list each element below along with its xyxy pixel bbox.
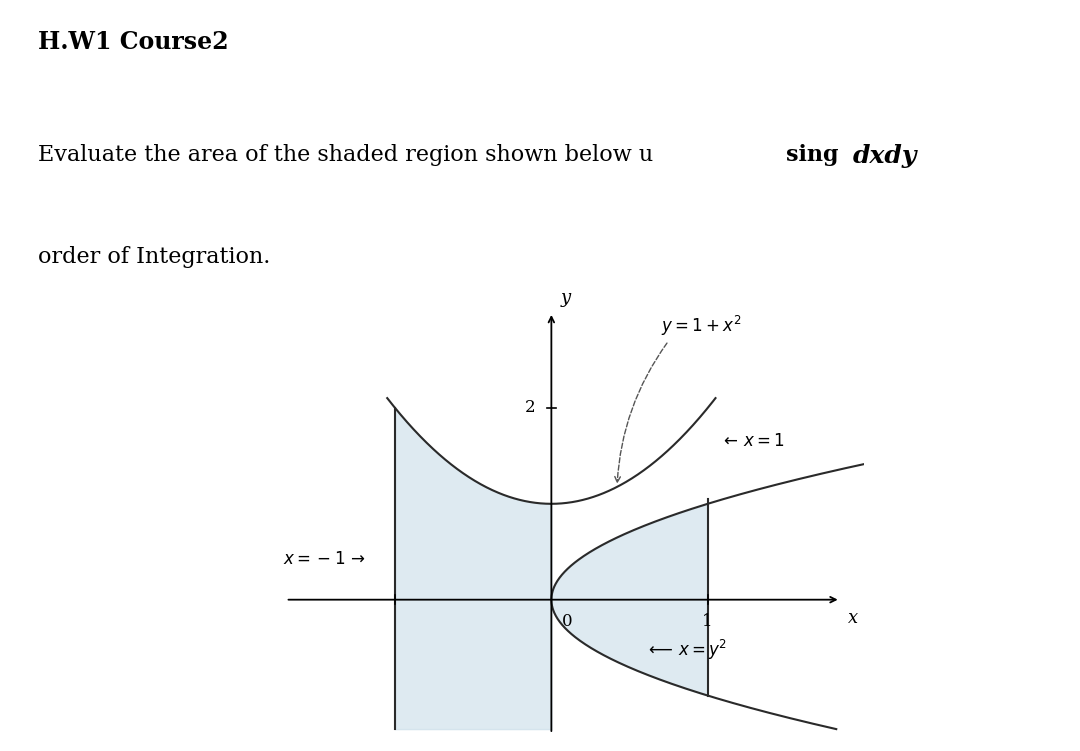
Text: 2: 2	[525, 400, 536, 417]
Text: $\longleftarrow\, x = y^2$: $\longleftarrow\, x = y^2$	[645, 638, 727, 662]
Text: 1: 1	[702, 613, 713, 630]
Text: x: x	[849, 609, 859, 627]
Text: 0: 0	[563, 613, 572, 630]
Text: dxdy: dxdy	[853, 144, 918, 168]
Text: H.W1 Course2: H.W1 Course2	[38, 30, 229, 54]
Text: y: y	[561, 289, 571, 307]
Text: Evaluate the area of the shaded region shown below u: Evaluate the area of the shaded region s…	[38, 144, 653, 166]
Text: $x = -1\,\rightarrow$: $x = -1\,\rightarrow$	[283, 550, 365, 569]
Text: $y = 1 + x^2$: $y = 1 + x^2$	[661, 315, 741, 339]
Text: order of Integration.: order of Integration.	[38, 246, 270, 268]
Text: sing: sing	[786, 144, 847, 166]
Text: $\leftarrow\, x = 1$: $\leftarrow\, x = 1$	[720, 433, 785, 451]
